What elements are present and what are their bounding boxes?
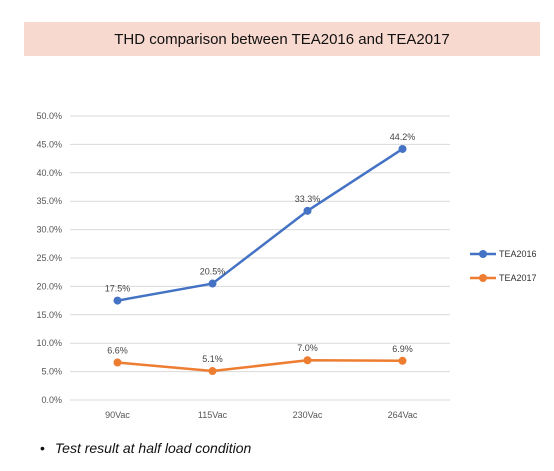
y-tick-label: 20.0% xyxy=(36,281,62,291)
y-tick-label: 35.0% xyxy=(36,196,62,206)
data-label: 20.5% xyxy=(200,267,226,277)
y-tick-label: 0.0% xyxy=(41,395,62,405)
legend-label: TEA2016 xyxy=(499,249,537,259)
data-label: 33.3% xyxy=(295,194,321,204)
y-tick-label: 5.0% xyxy=(41,367,62,377)
bullet-icon: • xyxy=(40,440,45,456)
data-label: 6.9% xyxy=(392,344,413,354)
y-tick-label: 30.0% xyxy=(36,225,62,235)
footnote-text: Test result at half load condition xyxy=(54,440,252,456)
y-tick-label: 25.0% xyxy=(36,253,62,263)
data-point xyxy=(113,358,122,367)
x-tick-label: 264Vac xyxy=(388,410,418,420)
data-point xyxy=(398,356,407,365)
data-label: 6.6% xyxy=(107,346,128,356)
data-point xyxy=(398,144,407,153)
y-tick-label: 50.0% xyxy=(36,111,62,121)
data-point xyxy=(303,206,312,215)
data-point xyxy=(208,279,217,288)
y-tick-label: 15.0% xyxy=(36,310,62,320)
y-tick-label: 40.0% xyxy=(36,168,62,178)
data-point xyxy=(113,296,122,305)
x-tick-label: 115Vac xyxy=(198,410,228,420)
data-label: 7.0% xyxy=(297,343,318,353)
legend-marker xyxy=(479,274,487,282)
y-tick-label: 10.0% xyxy=(36,338,62,348)
series-line-tea2017 xyxy=(117,358,403,373)
data-point xyxy=(303,356,312,365)
x-tick-label: 90Vac xyxy=(105,410,130,420)
data-label: 5.1% xyxy=(202,354,223,364)
x-tick-label: 230Vac xyxy=(293,410,323,420)
chart-title-banner: THD comparison between TEA2016 and TEA20… xyxy=(24,22,540,56)
data-label: 44.2% xyxy=(390,132,416,142)
legend-label: TEA2017 xyxy=(499,273,537,283)
series-line-tea2016 xyxy=(117,147,404,302)
footnote: • Test result at half load condition xyxy=(40,440,251,456)
chart-title: THD comparison between TEA2016 and TEA20… xyxy=(114,30,450,48)
y-tick-label: 45.0% xyxy=(36,139,62,149)
data-label: 17.5% xyxy=(105,284,131,294)
data-point xyxy=(208,367,217,376)
legend-marker xyxy=(479,250,487,258)
